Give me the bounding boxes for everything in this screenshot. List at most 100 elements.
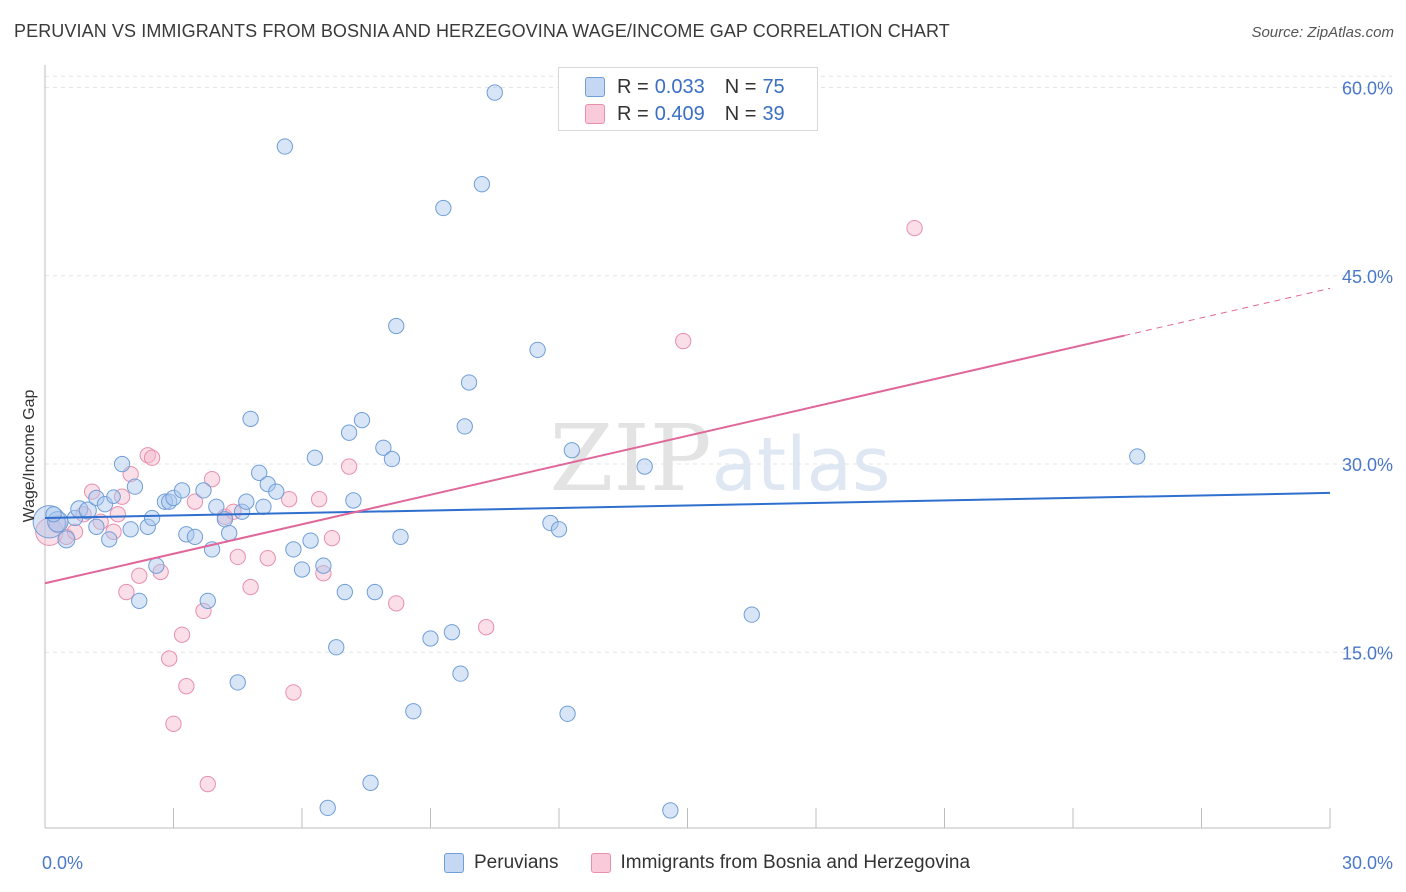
peruvians-point-14[interactable]: [131, 592, 148, 609]
peruvians-point-54[interactable]: [388, 317, 405, 335]
peruvians-point-2[interactable]: [57, 530, 76, 549]
peruvians-point-50[interactable]: [362, 774, 379, 791]
peruvians-point-55[interactable]: [392, 528, 409, 545]
bosnia-point-19[interactable]: [178, 678, 195, 695]
peruvians-point-45[interactable]: [328, 639, 345, 656]
peruvians-point-25[interactable]: [199, 592, 216, 609]
peruvians-point-39[interactable]: [285, 541, 302, 558]
grid-lines: [45, 75, 1392, 653]
peruvians-point-64[interactable]: [486, 84, 503, 101]
peruvians-point-63[interactable]: [473, 176, 491, 193]
bosnia-point-31[interactable]: [310, 491, 328, 508]
peruvians-point-52[interactable]: [375, 439, 392, 456]
legend-item-peruvians[interactable]: Peruvians: [444, 852, 559, 874]
peruvians-point-60[interactable]: [452, 665, 469, 682]
bosnia-point-28[interactable]: [259, 550, 276, 567]
peruvians-point-62[interactable]: [460, 374, 478, 391]
peruvians-point-32[interactable]: [238, 493, 255, 510]
peruvians-point-38[interactable]: [276, 138, 294, 155]
bosnia-point-16[interactable]: [161, 650, 178, 667]
peruvians-point-69[interactable]: [563, 442, 580, 459]
legend-n-value: 75: [762, 75, 785, 98]
peruvians-point-47[interactable]: [340, 424, 358, 441]
bosnia-point-8[interactable]: [109, 506, 126, 523]
bosnia-point-38[interactable]: [906, 219, 923, 237]
bosnia-point-27[interactable]: [242, 578, 259, 596]
peruvians-point-46[interactable]: [336, 583, 353, 601]
peruvians-point-73[interactable]: [1129, 448, 1146, 465]
bosnia-point-36[interactable]: [478, 619, 495, 636]
peruvians-point-71[interactable]: [662, 802, 679, 819]
peruvians-point-10[interactable]: [106, 489, 121, 504]
peruvians-point-0[interactable]: [32, 505, 66, 539]
peruvians-point-12[interactable]: [122, 521, 139, 538]
bosnia-point-35[interactable]: [388, 595, 405, 612]
bosnia-point-10[interactable]: [118, 583, 135, 601]
peruvians-point-21[interactable]: [173, 482, 191, 499]
peruvians-point-37[interactable]: [268, 483, 285, 500]
peruvians-point-6[interactable]: [88, 518, 105, 535]
x-tick-label-min: 0.0%: [42, 853, 83, 873]
bosnia-point-17[interactable]: [165, 715, 182, 732]
bosnia-point-23[interactable]: [203, 470, 221, 488]
peruvians-point-43[interactable]: [315, 557, 332, 574]
peruvians-point-13[interactable]: [126, 478, 144, 495]
peruvians-point-16[interactable]: [143, 509, 161, 527]
peruvians-point-42[interactable]: [306, 449, 324, 466]
bosnia-point-20[interactable]: [186, 493, 204, 510]
bosnia-point-21[interactable]: [195, 602, 212, 620]
peruvians-point-56[interactable]: [405, 703, 422, 720]
bosnia-point-1[interactable]: [48, 515, 67, 534]
peruvians-point-66[interactable]: [542, 514, 559, 532]
peruvians-point-58[interactable]: [435, 199, 452, 217]
peruvians-point-59[interactable]: [443, 624, 461, 641]
peruvians-point-30[interactable]: [229, 674, 246, 691]
peruvians-point-72[interactable]: [743, 606, 760, 623]
peruvians-point-35[interactable]: [255, 498, 272, 515]
bosnia-point-14[interactable]: [143, 449, 161, 466]
peruvians-point-23[interactable]: [186, 528, 204, 545]
peruvians-point-17[interactable]: [148, 557, 165, 574]
watermark: ZIPatlas: [550, 405, 891, 512]
peruvians-point-18[interactable]: [156, 493, 174, 510]
peruvians-point-48[interactable]: [345, 492, 362, 509]
bosnia-point-34[interactable]: [340, 458, 358, 475]
peruvians-point-40[interactable]: [293, 561, 311, 578]
bosnia-point-13[interactable]: [139, 447, 156, 464]
peruvians-point-68[interactable]: [559, 705, 576, 722]
peruvians-point-67[interactable]: [550, 521, 568, 538]
bosnia-point-22[interactable]: [199, 775, 216, 793]
bosnia-point-37[interactable]: [675, 332, 692, 350]
peruvians-point-70[interactable]: [636, 458, 653, 475]
peruvians-point-53[interactable]: [383, 450, 401, 468]
peruvians-point-65[interactable]: [529, 341, 546, 358]
peruvians-point-7[interactable]: [88, 489, 105, 507]
peruvians-point-49[interactable]: [353, 411, 371, 429]
peruvians-point-44[interactable]: [319, 799, 336, 817]
peruvians-point-31[interactable]: [233, 503, 251, 520]
bosnia-point-12[interactable]: [131, 567, 148, 584]
peruvians-point-74[interactable]: [45, 506, 62, 523]
bosnia-point-29[interactable]: [281, 491, 298, 508]
peruvians-point-5[interactable]: [78, 501, 97, 520]
peruvians-point-33[interactable]: [242, 410, 259, 428]
peruvians-point-8[interactable]: [96, 496, 114, 513]
peruvians-point-34[interactable]: [251, 464, 268, 481]
legend-swatch-blue: [585, 77, 605, 97]
peruvians-point-15[interactable]: [139, 518, 156, 535]
bosnia-point-9[interactable]: [113, 488, 131, 505]
peruvians-point-24[interactable]: [195, 482, 212, 499]
bosnia-point-30[interactable]: [285, 684, 302, 701]
bosnia-point-7[interactable]: [105, 523, 122, 540]
peruvians-point-11[interactable]: [113, 455, 131, 473]
peruvians-point-51[interactable]: [366, 583, 383, 601]
peruvians-point-61[interactable]: [456, 418, 473, 435]
peruvians-point-29[interactable]: [221, 524, 238, 542]
legend-item-bosnia[interactable]: Immigrants from Bosnia and Herzegovina: [590, 852, 970, 874]
peruvians-point-57[interactable]: [422, 630, 439, 647]
peruvians-point-41[interactable]: [302, 532, 319, 549]
bosnia-point-33[interactable]: [323, 529, 341, 547]
bosnia-point-18[interactable]: [173, 626, 191, 643]
peruvians-point-9[interactable]: [101, 531, 118, 548]
bosnia-point-26[interactable]: [229, 548, 246, 566]
